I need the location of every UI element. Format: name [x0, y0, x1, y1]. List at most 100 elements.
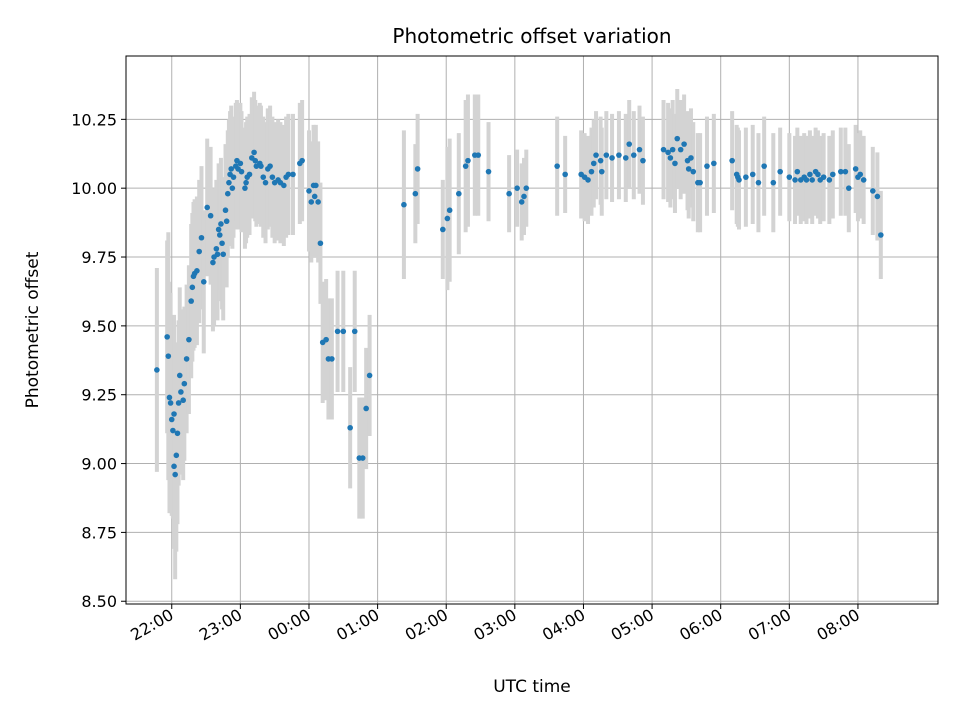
data-point — [786, 174, 793, 180]
data-point — [681, 141, 687, 147]
data-point — [672, 160, 678, 167]
data-point — [794, 168, 801, 175]
data-point — [439, 226, 446, 233]
data-point — [165, 353, 172, 359]
data-point — [237, 160, 244, 167]
data-point — [173, 452, 180, 459]
y-tick-label: 10.25 — [71, 110, 117, 129]
data-point — [636, 146, 643, 153]
data-point — [315, 199, 321, 205]
data-point — [207, 212, 214, 219]
data-point — [829, 171, 836, 178]
data-point — [803, 177, 810, 183]
data-point — [585, 177, 591, 183]
data-point — [456, 190, 462, 197]
data-point — [820, 174, 827, 180]
data-point — [216, 232, 223, 238]
data-point — [323, 336, 329, 343]
data-point — [674, 135, 681, 142]
data-point — [475, 152, 482, 158]
plot-frame — [125, 55, 939, 605]
data-point — [242, 185, 248, 191]
data-point — [414, 166, 421, 172]
data-point — [640, 157, 646, 164]
data-point — [290, 171, 296, 178]
data-point — [172, 471, 178, 478]
x-axis-title: UTC time — [493, 677, 571, 697]
data-point — [176, 372, 183, 379]
data-point — [677, 146, 684, 153]
y-tick-label: 9.25 — [81, 386, 117, 405]
data-point — [351, 328, 358, 335]
data-point — [874, 193, 881, 200]
data-point — [444, 215, 451, 222]
data-point — [188, 298, 194, 304]
data-point — [366, 372, 373, 379]
data-point — [220, 251, 227, 258]
data-point — [363, 405, 369, 412]
y-tick-label: 10.00 — [71, 179, 117, 198]
data-point — [214, 251, 221, 258]
data-point — [845, 185, 852, 191]
data-point — [180, 397, 186, 404]
data-point — [688, 155, 694, 161]
data-point — [308, 199, 315, 205]
data-point — [189, 284, 196, 291]
data-point — [852, 166, 859, 172]
data-point — [167, 400, 174, 406]
data-point — [222, 207, 229, 214]
data-point — [792, 177, 798, 183]
data-point — [317, 240, 324, 247]
data-point — [878, 232, 884, 238]
data-point — [749, 171, 756, 178]
data-point — [166, 394, 173, 401]
data-point — [329, 356, 335, 362]
data-point — [267, 163, 273, 169]
data-point — [178, 389, 184, 395]
data-point — [251, 149, 257, 156]
data-point — [826, 177, 833, 183]
data-point — [238, 168, 245, 175]
data-point — [598, 168, 605, 175]
data-point — [697, 179, 703, 186]
data-point — [860, 177, 867, 183]
chart-title: Photometric offset variation — [392, 24, 671, 48]
data-point — [815, 171, 821, 178]
data-point — [198, 234, 205, 241]
data-point — [228, 166, 235, 172]
data-point — [523, 185, 530, 191]
data-point — [807, 171, 813, 178]
data-point — [711, 160, 717, 167]
data-point — [588, 168, 595, 175]
y-axis: 8.50 8.75 9.00 9.25 9.50 9.75 10.00 10.25 — [71, 110, 126, 611]
data-point — [630, 152, 637, 158]
data-point — [401, 201, 407, 208]
data-point — [761, 163, 767, 169]
data-point — [281, 182, 287, 189]
data-point — [260, 174, 267, 180]
data-point — [334, 328, 341, 335]
data-point — [229, 185, 236, 191]
data-point — [262, 179, 269, 186]
y-tick-label: 8.50 — [81, 592, 117, 611]
data-point — [170, 427, 176, 434]
data-point — [518, 199, 525, 205]
y-tick-label: 9.00 — [81, 455, 117, 474]
y-tick-label: 8.75 — [81, 523, 117, 542]
data-point — [246, 171, 253, 178]
data-point — [622, 155, 629, 161]
data-point — [667, 155, 674, 161]
data-point — [660, 146, 667, 153]
data-point — [770, 179, 777, 186]
data-point — [230, 174, 237, 180]
data-point — [485, 168, 492, 175]
data-point — [462, 163, 469, 169]
data-point — [690, 168, 697, 175]
data-point — [168, 416, 175, 423]
data-point — [243, 179, 249, 186]
data-point — [218, 221, 224, 227]
data-point — [514, 185, 520, 191]
data-point — [171, 463, 177, 470]
data-point — [313, 182, 319, 189]
